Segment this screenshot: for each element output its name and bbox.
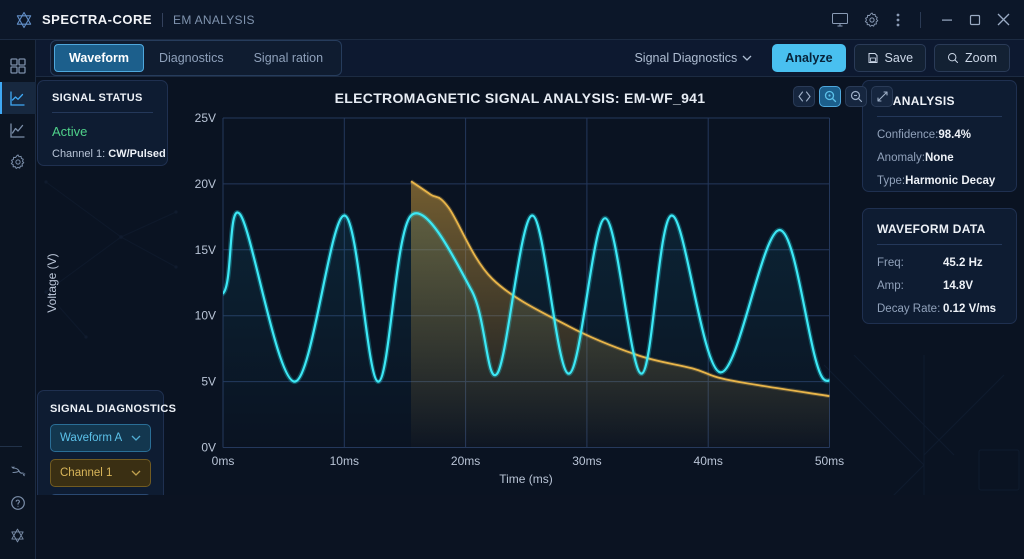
svg-text:0ms: 0ms [212, 454, 235, 468]
svg-text:20ms: 20ms [451, 454, 480, 468]
svg-text:5V: 5V [201, 375, 216, 389]
svg-text:50ms: 50ms [815, 454, 844, 468]
svg-text:10V: 10V [195, 309, 216, 323]
svg-text:Voltage (V): Voltage (V) [45, 253, 59, 312]
svg-text:20V: 20V [195, 177, 216, 191]
svg-text:Time (ms): Time (ms) [499, 472, 553, 486]
svg-text:25V: 25V [195, 111, 216, 125]
svg-text:15V: 15V [195, 243, 216, 257]
svg-text:10ms: 10ms [330, 454, 359, 468]
svg-text:0V: 0V [201, 441, 216, 455]
svg-text:40ms: 40ms [694, 454, 723, 468]
svg-text:30ms: 30ms [572, 454, 601, 468]
